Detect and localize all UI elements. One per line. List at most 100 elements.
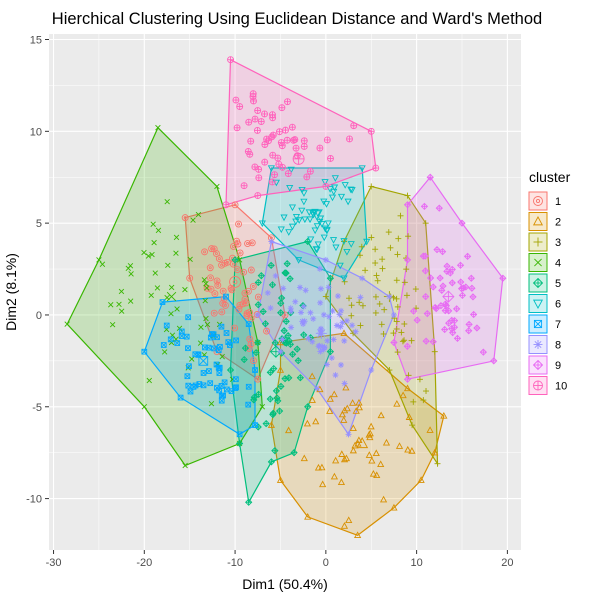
data-point xyxy=(390,503,398,511)
data-point xyxy=(250,357,257,365)
data-point xyxy=(161,349,168,355)
data-point xyxy=(211,290,219,298)
legend-key-symbol xyxy=(535,198,541,204)
data-point xyxy=(367,422,375,430)
data-point xyxy=(178,333,185,339)
cluster-points xyxy=(64,56,507,539)
data-point xyxy=(200,370,207,376)
data-point xyxy=(206,368,212,374)
data-point xyxy=(211,345,217,352)
data-point xyxy=(314,385,320,391)
data-point xyxy=(313,223,321,230)
data-point xyxy=(341,406,349,414)
legend-label: 6 xyxy=(555,299,561,311)
data-point xyxy=(332,456,340,464)
data-point xyxy=(213,361,220,368)
legend: cluster 1 2 3 4 5 6 7 8 9 10 xyxy=(528,169,571,395)
data-point xyxy=(340,275,348,283)
data-point xyxy=(206,368,212,374)
data-point xyxy=(173,234,180,241)
data-point xyxy=(230,242,237,250)
data-point xyxy=(311,227,319,235)
data-point xyxy=(332,244,340,252)
data-point xyxy=(212,311,216,315)
data-point xyxy=(160,342,167,348)
data-point xyxy=(141,404,148,410)
legend-label: 7 xyxy=(555,319,561,331)
data-point xyxy=(186,363,192,369)
cluster-points-10 xyxy=(222,56,380,209)
data-point xyxy=(300,198,308,206)
data-point xyxy=(365,451,373,458)
data-point xyxy=(221,259,229,267)
data-point xyxy=(246,384,252,390)
legend-key xyxy=(528,294,548,313)
data-point xyxy=(208,400,215,407)
data-point xyxy=(249,282,257,290)
data-point xyxy=(285,426,293,434)
x-tick-label: 0 xyxy=(323,557,329,569)
data-point xyxy=(186,274,194,282)
data-point xyxy=(249,317,253,321)
data-point xyxy=(321,225,329,233)
data-point xyxy=(168,336,174,343)
legend-label: 10 xyxy=(555,381,567,393)
data-point xyxy=(318,221,326,228)
data-point xyxy=(167,336,174,343)
data-point xyxy=(141,249,147,256)
data-point xyxy=(187,388,194,395)
cluster-points-7 xyxy=(141,293,258,438)
data-point xyxy=(178,333,185,339)
data-point xyxy=(202,297,208,304)
data-point xyxy=(351,441,359,449)
data-point xyxy=(219,353,225,360)
data-point xyxy=(369,469,378,477)
legend-label: 5 xyxy=(555,278,561,290)
data-point xyxy=(249,342,253,346)
data-point xyxy=(233,337,239,344)
data-point xyxy=(405,413,413,420)
data-point xyxy=(150,221,156,227)
data-point xyxy=(128,271,134,277)
data-point xyxy=(233,203,237,207)
legend-item-9: 9 xyxy=(528,355,561,375)
data-point xyxy=(331,175,339,182)
cluster-center-point xyxy=(232,279,238,285)
data-point xyxy=(326,314,332,320)
data-point xyxy=(426,426,434,433)
y-tick-label: -5 xyxy=(32,402,42,414)
data-point xyxy=(320,234,328,242)
data-point xyxy=(197,340,204,346)
data-point xyxy=(174,306,180,312)
data-point xyxy=(276,366,285,373)
data-point xyxy=(165,262,171,269)
data-point xyxy=(236,249,244,257)
data-point xyxy=(250,241,254,245)
data-point xyxy=(372,449,380,457)
legend-title: cluster xyxy=(529,169,571,185)
data-point xyxy=(245,321,252,327)
data-point xyxy=(214,281,222,289)
data-point xyxy=(217,364,223,371)
data-point xyxy=(313,246,321,254)
data-point xyxy=(231,324,239,332)
data-point xyxy=(404,445,412,453)
data-point xyxy=(189,356,195,362)
data-point xyxy=(249,268,253,272)
data-point xyxy=(330,390,338,398)
data-point xyxy=(232,385,239,391)
data-point xyxy=(208,245,216,253)
data-point xyxy=(276,476,285,483)
data-point xyxy=(233,266,241,273)
data-point xyxy=(201,248,209,256)
data-point xyxy=(207,334,214,341)
data-point xyxy=(314,241,322,249)
data-point xyxy=(64,321,70,327)
data-point xyxy=(116,301,122,308)
data-point xyxy=(209,331,215,337)
data-point xyxy=(320,198,328,206)
data-point xyxy=(209,287,213,291)
data-point xyxy=(181,214,189,222)
data-point xyxy=(363,238,371,246)
data-point xyxy=(246,335,254,343)
